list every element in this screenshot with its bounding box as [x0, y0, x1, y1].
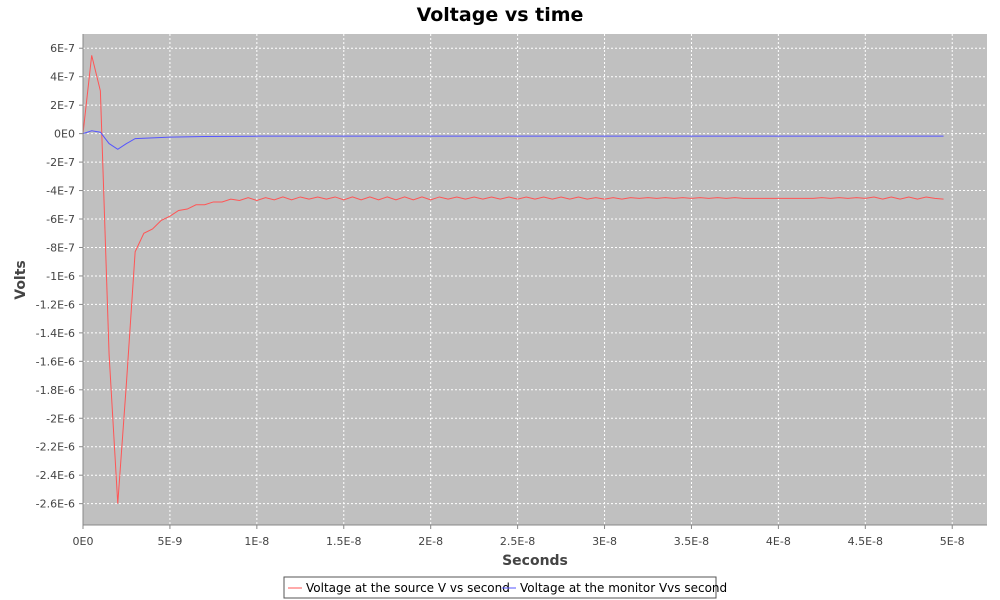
- series-line-monitor-voltage: [82, 130, 944, 150]
- y-tick-label: -2.2E-6: [36, 441, 75, 454]
- x-tick-label: 1.5E-8: [326, 535, 361, 548]
- y-axis-ticks: 6E-7 4E-7 2E-7 0E0 -2E-7 -4E-7 -6E-7 -8E-7 -1E-6…: [36, 42, 83, 511]
- x-tick-label: 4.5E-8: [848, 535, 883, 548]
- series-layer: [82, 55, 944, 504]
- legend: Voltage at the source V vs second Voltag…: [283, 576, 727, 599]
- y-tick-label: 2E-7: [50, 99, 75, 112]
- plot-area: [83, 34, 987, 525]
- x-tick-label: 4E-8: [766, 535, 791, 548]
- y-tick-label: -1.6E-6: [36, 355, 75, 368]
- y-tick-label: -1.4E-6: [36, 327, 75, 340]
- x-tick-label: 5E-9: [157, 535, 182, 548]
- y-axis-label: Volts: [13, 260, 29, 300]
- y-tick-label: -4E-7: [46, 185, 75, 198]
- y-tick-label: -2E-7: [46, 156, 75, 169]
- x-tick-label: 1E-8: [244, 535, 269, 548]
- y-tick-label: -8E-7: [46, 241, 75, 254]
- legend-label-monitor: Voltage at the monitor Vvs second: [520, 581, 727, 595]
- x-tick-label: 2E-8: [418, 535, 443, 548]
- x-tick-label: 2.5E-8: [500, 535, 535, 548]
- y-tick-label: -2E-6: [46, 412, 75, 425]
- y-tick-label: -2.4E-6: [36, 469, 75, 482]
- y-tick-label: -1.8E-6: [36, 384, 75, 397]
- y-tick-label: 4E-7: [50, 71, 75, 84]
- series-line-source-voltage: [82, 55, 944, 504]
- y-tick-label: 0E0: [54, 128, 75, 141]
- x-axis-ticks: 0E0 5E-9 1E-8 1.5E-8 2E-8 2.5E-8 3E-8 3.5E-8 4E-…: [73, 525, 965, 548]
- x-axis-label: Seconds: [502, 553, 568, 569]
- chart-title: Voltage vs time: [417, 4, 584, 26]
- y-tick-label: -6E-7: [46, 213, 75, 226]
- x-tick-label: 0E0: [73, 535, 94, 548]
- y-tick-label: -1E-6: [46, 270, 75, 283]
- legend-box: [283, 576, 717, 599]
- x-tick-label: 3E-8: [592, 535, 617, 548]
- legend-label-source: Voltage at the source V vs second: [306, 581, 510, 595]
- y-tick-label: 6E-7: [50, 42, 75, 55]
- x-tick-label: 3.5E-8: [674, 535, 709, 548]
- y-tick-label: -2.6E-6: [36, 498, 75, 511]
- y-tick-label: -1.2E-6: [36, 298, 75, 311]
- x-tick-label: 5E-8: [940, 535, 965, 548]
- grid-lines: [83, 34, 987, 525]
